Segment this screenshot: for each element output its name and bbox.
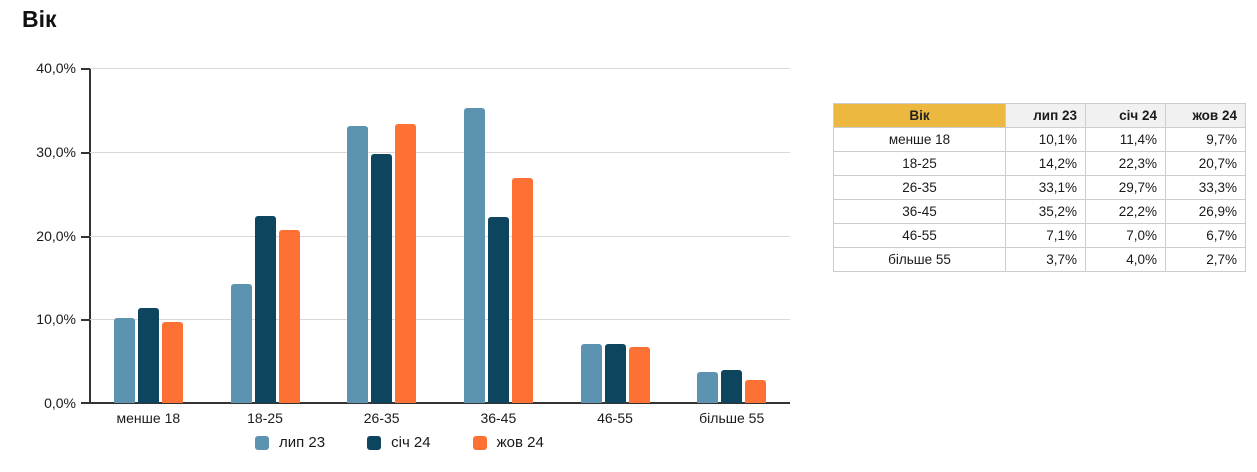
- table-cell-value: 33,3%: [1165, 175, 1246, 200]
- legend-swatch-icon: [472, 435, 487, 450]
- table-cell-value: 20,7%: [1165, 151, 1246, 176]
- bar-січ 24-більше 55: [721, 369, 743, 403]
- table-header-jan24: січ 24: [1085, 103, 1166, 128]
- bar-січ 24-26-35: [371, 154, 393, 403]
- y-axis-label: 10,0%: [36, 311, 76, 328]
- bar-січ 24-менше 18: [137, 307, 159, 403]
- legend-swatch-icon: [255, 435, 269, 450]
- x-axis-label: 36-45: [480, 410, 517, 426]
- y-axis-label: 0,0%: [44, 395, 76, 411]
- bar-жов 24-26-35: [395, 124, 417, 403]
- bar-group-більше 55: більше 55: [673, 68, 790, 426]
- bar-group-46-55: 46-55: [557, 68, 674, 426]
- legend-item-жов 24: жов 24: [472, 434, 544, 451]
- bar-жов 24-більше 55: [745, 380, 767, 403]
- table-header-age: Вік: [833, 103, 1006, 128]
- table-cell-value: 3,7%: [1005, 247, 1086, 272]
- gridline: [90, 151, 790, 153]
- x-axis-label: 46-55: [597, 410, 633, 426]
- x-axis-label: менше 18: [116, 410, 181, 426]
- y-axis-label: 40,0%: [36, 60, 76, 76]
- table-cell-value: 6,7%: [1165, 223, 1246, 248]
- chart-title: Вік: [22, 6, 57, 32]
- bar-жов 24-46-55: [628, 346, 650, 403]
- y-tick: [81, 151, 90, 154]
- bar-січ 24-18-25: [254, 216, 276, 403]
- bar-лип 23-більше 55: [697, 372, 719, 403]
- table-row: 26-35 33,1% 29,7% 33,3%: [833, 175, 1246, 200]
- x-axis-label: 18-25: [247, 410, 283, 426]
- table-cell-age: 46-55: [833, 223, 1006, 248]
- bar-лип 23-46-55: [580, 343, 602, 403]
- bar-chart-plot-area: 40,0% 30,0% 20,0% 10,0% 0,0% менше 18 18-25 26…: [36, 60, 790, 426]
- table-cell-value: 14,2%: [1005, 151, 1086, 176]
- legend-item-лип 23: лип 23: [255, 434, 325, 451]
- bar-group-18-25: 18-25: [207, 68, 324, 426]
- table-row: 18-25 14,2% 22,3% 20,7%: [833, 151, 1246, 176]
- bar-groups: менше 18 18-25 26-35 36-45 46-55 більше 55: [90, 68, 790, 426]
- table-cell-value: 35,2%: [1005, 199, 1086, 224]
- table-cell-value: 29,7%: [1085, 175, 1166, 200]
- y-tick: [81, 235, 90, 238]
- table-cell-age: 26-35: [833, 175, 1006, 200]
- table-header-jul23: лип 23: [1005, 103, 1086, 128]
- table-row: менше 18 10,1% 11,4% 9,7%: [833, 127, 1246, 152]
- bar-лип 23-36-45: [463, 108, 485, 403]
- gridline: [90, 68, 790, 69]
- table-cell-value: 33,1%: [1005, 175, 1086, 200]
- table-cell-value: 22,2%: [1085, 199, 1166, 224]
- table-cell-age: 36-45: [833, 199, 1006, 224]
- bar-group-менше 18: менше 18: [90, 68, 207, 426]
- bar-group-26-35: 26-35: [323, 68, 440, 426]
- y-axis-label: 30,0%: [36, 143, 76, 160]
- table-cell-age: більше 55: [833, 247, 1006, 272]
- bar-лип 23-менше 18: [113, 318, 135, 403]
- bar-лип 23-18-25: [230, 284, 252, 403]
- table-row: 46-55 7,1% 7,0% 6,7%: [833, 223, 1246, 248]
- table-cell-value: 7,0%: [1085, 223, 1166, 248]
- table-cell-age: 18-25: [833, 151, 1006, 176]
- chart-legend: лип 23 січ 24 жов 24: [255, 434, 544, 451]
- bar-жов 24-36-45: [511, 177, 533, 403]
- table-cell-value: 9,7%: [1165, 127, 1246, 152]
- gridline: [90, 319, 790, 321]
- bar-жов 24-менше 18: [161, 321, 183, 403]
- y-tick: [81, 319, 90, 322]
- table-cell-value: 11,4%: [1085, 127, 1166, 152]
- legend-label: жов 24: [496, 434, 544, 451]
- legend-label: лип 23: [279, 434, 326, 451]
- legend-swatch-icon: [367, 435, 382, 450]
- x-axis-label: 26-35: [363, 410, 400, 426]
- table-header-oct24: жов 24: [1165, 103, 1246, 128]
- y-axis-label: 20,0%: [36, 227, 76, 244]
- bar-жов 24-18-25: [278, 229, 300, 403]
- table-cell-value: 7,1%: [1005, 223, 1086, 248]
- table-row: більше 55 3,7% 4,0% 2,7%: [833, 247, 1246, 272]
- x-axis-line: [82, 402, 790, 404]
- legend-item-січ 24: січ 24: [367, 434, 431, 451]
- table-cell-value: 10,1%: [1005, 127, 1086, 152]
- table-cell-age: менше 18: [833, 127, 1006, 152]
- table-cell-value: 26,9%: [1165, 199, 1246, 224]
- y-tick: [81, 68, 90, 70]
- table-cell-value: 22,3%: [1085, 151, 1166, 176]
- bar-січ 24-46-55: [604, 344, 626, 403]
- table-cell-value: 2,7%: [1165, 247, 1246, 272]
- age-data-table: Вік лип 23 січ 24 жов 24 менше 18 10,1% 11…: [833, 103, 1246, 272]
- legend-label: січ 24: [391, 434, 431, 451]
- table-header-row: Вік лип 23 січ 24 жов 24: [833, 103, 1246, 128]
- bar-лип 23-26-35: [347, 125, 369, 403]
- y-tick: [81, 402, 90, 404]
- table-cell-value: 4,0%: [1085, 247, 1166, 272]
- gridline: [90, 235, 790, 237]
- x-axis-label: більше 55: [699, 410, 765, 426]
- table-row: 36-45 35,2% 22,2% 26,9%: [833, 199, 1246, 224]
- bar-group-36-45: 36-45: [440, 68, 557, 426]
- bar-січ 24-36-45: [487, 217, 509, 403]
